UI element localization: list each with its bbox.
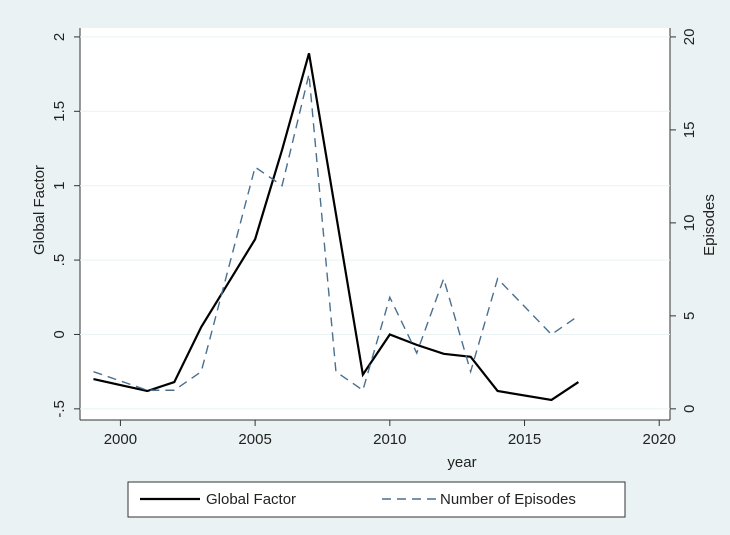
series-line bbox=[93, 73, 579, 392]
x-tick-label: 2015 bbox=[508, 431, 541, 448]
legend-label: Number of Episodes bbox=[440, 491, 576, 508]
y-tick-label: 1.5 bbox=[51, 101, 68, 122]
y2-tick-label: 15 bbox=[681, 122, 698, 139]
y2-tick-label: 10 bbox=[681, 215, 698, 232]
legend-label: Global Factor bbox=[206, 491, 296, 508]
y2-axis-label: Episodes bbox=[701, 194, 718, 256]
y-tick-label: 2 bbox=[51, 33, 68, 41]
x-tick-label: 2010 bbox=[373, 431, 406, 448]
x-tick-label: 2005 bbox=[238, 431, 271, 448]
series-line bbox=[93, 52, 580, 402]
x-tick-label: 2000 bbox=[104, 431, 137, 448]
y-tick-label: .5 bbox=[51, 254, 68, 267]
y-tick-label: 1 bbox=[51, 182, 68, 190]
y2-tick-label: 5 bbox=[681, 312, 698, 320]
x-tick-label: 2020 bbox=[643, 431, 676, 448]
y2-tick-label: 0 bbox=[681, 405, 698, 413]
legend-box bbox=[127, 481, 626, 518]
x-axis-label: year bbox=[447, 454, 476, 471]
y2-tick-label: 20 bbox=[681, 29, 698, 46]
y-axis-label: Global Factor bbox=[31, 165, 48, 255]
y-tick-label: 0 bbox=[51, 330, 68, 338]
plot-area bbox=[80, 28, 670, 420]
y-tick-label: -.5 bbox=[51, 400, 68, 418]
